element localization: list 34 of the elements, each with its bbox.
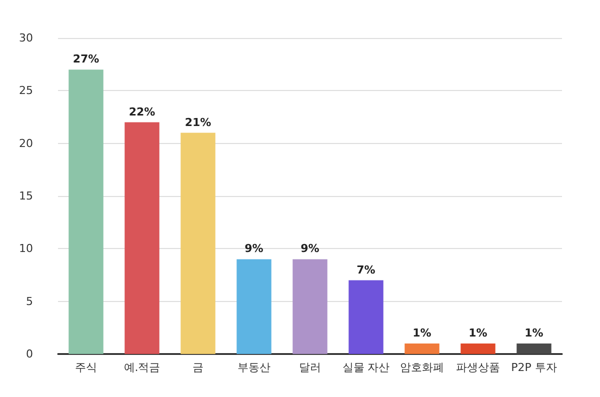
data-label: 22% xyxy=(128,105,156,118)
x-tick-label: 금 xyxy=(192,361,204,374)
x-tick-label: 파생상품 xyxy=(456,361,500,374)
data-label: 9% xyxy=(300,242,320,256)
bar xyxy=(124,122,160,354)
y-tick-label: 5 xyxy=(26,294,33,308)
y-tick-label: 10 xyxy=(19,242,33,256)
bar xyxy=(180,132,216,354)
data-label: 27% xyxy=(72,52,100,66)
bar xyxy=(348,280,384,354)
x-tick-label: 암호화폐 xyxy=(400,361,444,374)
x-tick-label: 주식 xyxy=(75,361,97,374)
x-tick-label: P2P 투자 xyxy=(511,361,557,374)
y-tick-label: 30 xyxy=(19,32,33,44)
y-tick-label: 15 xyxy=(19,190,33,202)
y-tick-label: 20 xyxy=(19,136,33,150)
bar xyxy=(516,343,552,354)
bar xyxy=(68,70,104,354)
bar xyxy=(236,259,272,354)
x-tick-label: 실물 자산 xyxy=(342,361,390,374)
y-tick-label: 0 xyxy=(26,348,33,360)
x-tick-label: 예.적금 xyxy=(124,361,160,374)
x-tick-label: 달러 xyxy=(299,361,321,374)
x-tick-label: 부동산 xyxy=(238,361,270,374)
data-label: 21% xyxy=(184,116,212,129)
data-label: 1% xyxy=(524,326,544,340)
data-label: 9% xyxy=(244,242,264,256)
bar xyxy=(460,343,496,354)
data-label: 1% xyxy=(468,326,488,340)
y-tick-label: 25 xyxy=(19,84,33,98)
data-label: 1% xyxy=(412,326,432,340)
bar xyxy=(292,259,328,354)
data-label: 7% xyxy=(356,263,376,276)
bar xyxy=(404,343,440,354)
